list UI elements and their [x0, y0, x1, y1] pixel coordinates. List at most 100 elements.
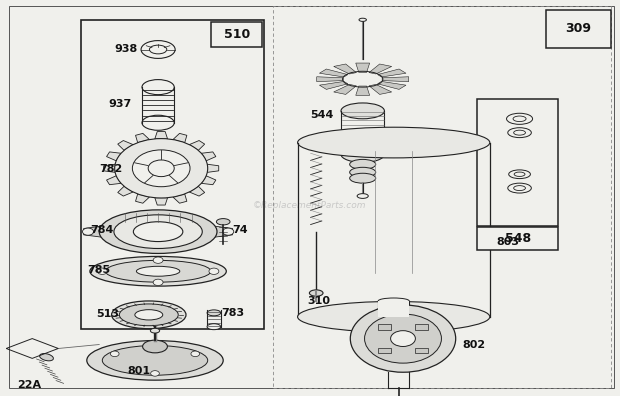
Circle shape: [110, 351, 119, 356]
Polygon shape: [118, 141, 133, 150]
Ellipse shape: [40, 354, 53, 361]
Ellipse shape: [133, 222, 183, 242]
Bar: [378, 348, 391, 353]
Bar: [378, 324, 391, 329]
Polygon shape: [107, 176, 121, 185]
Polygon shape: [104, 164, 115, 172]
Ellipse shape: [87, 341, 223, 380]
Ellipse shape: [99, 210, 217, 253]
Polygon shape: [319, 82, 348, 89]
Ellipse shape: [309, 290, 323, 296]
Text: 22A: 22A: [17, 380, 42, 390]
Text: 803: 803: [496, 236, 519, 247]
Polygon shape: [378, 82, 406, 89]
Polygon shape: [356, 63, 370, 72]
Ellipse shape: [350, 159, 376, 169]
Polygon shape: [319, 69, 348, 77]
Text: 513: 513: [96, 309, 119, 319]
Polygon shape: [136, 133, 149, 143]
Text: 548: 548: [505, 232, 531, 245]
Ellipse shape: [341, 103, 384, 119]
Ellipse shape: [105, 261, 211, 282]
Polygon shape: [173, 133, 187, 143]
Ellipse shape: [359, 18, 366, 21]
Polygon shape: [378, 69, 406, 77]
Bar: [378, 301, 409, 317]
Circle shape: [151, 371, 159, 376]
Text: 510: 510: [224, 29, 250, 41]
Ellipse shape: [378, 298, 409, 304]
Polygon shape: [136, 194, 149, 203]
Polygon shape: [189, 141, 205, 150]
Ellipse shape: [350, 173, 376, 183]
Circle shape: [97, 268, 107, 274]
Text: 544: 544: [310, 110, 334, 120]
Circle shape: [153, 279, 163, 286]
Polygon shape: [118, 186, 133, 196]
Ellipse shape: [298, 127, 490, 158]
Ellipse shape: [143, 340, 167, 353]
Polygon shape: [155, 131, 167, 139]
Text: 783: 783: [221, 308, 244, 318]
Ellipse shape: [90, 257, 226, 286]
Ellipse shape: [142, 115, 174, 130]
Bar: [81, 20, 264, 329]
Polygon shape: [334, 64, 356, 74]
Ellipse shape: [298, 301, 490, 332]
Bar: [477, 227, 558, 250]
Ellipse shape: [150, 328, 160, 333]
Ellipse shape: [112, 301, 186, 329]
Ellipse shape: [207, 324, 221, 329]
Circle shape: [365, 314, 441, 363]
Bar: [415, 348, 428, 353]
Ellipse shape: [350, 167, 376, 177]
Text: 310: 310: [307, 296, 330, 306]
Ellipse shape: [135, 310, 162, 320]
Text: 74: 74: [232, 225, 248, 236]
Ellipse shape: [216, 219, 230, 225]
Bar: [415, 324, 428, 329]
Ellipse shape: [114, 215, 202, 249]
Ellipse shape: [507, 113, 533, 124]
Polygon shape: [155, 198, 167, 205]
Ellipse shape: [508, 128, 531, 137]
Bar: [273, 6, 611, 388]
Ellipse shape: [142, 80, 174, 95]
Polygon shape: [189, 186, 205, 196]
Text: 802: 802: [462, 339, 485, 350]
Polygon shape: [369, 84, 392, 94]
Text: 782: 782: [99, 164, 123, 175]
Ellipse shape: [508, 183, 531, 193]
Polygon shape: [107, 152, 121, 161]
Text: ©ReplacementParts.com: ©ReplacementParts.com: [253, 202, 367, 210]
Text: 801: 801: [127, 366, 150, 376]
Polygon shape: [334, 84, 356, 94]
Ellipse shape: [119, 304, 179, 326]
Text: 309: 309: [565, 22, 591, 35]
Ellipse shape: [513, 130, 525, 135]
Polygon shape: [202, 152, 216, 161]
Ellipse shape: [513, 186, 525, 190]
Circle shape: [133, 150, 190, 187]
Text: 938: 938: [115, 44, 138, 54]
Bar: [546, 10, 611, 48]
Ellipse shape: [136, 266, 180, 276]
Circle shape: [191, 351, 200, 356]
Circle shape: [223, 228, 234, 235]
Polygon shape: [356, 86, 370, 95]
Circle shape: [115, 139, 208, 198]
Circle shape: [350, 305, 456, 372]
Ellipse shape: [508, 170, 530, 179]
Bar: [477, 99, 558, 226]
Ellipse shape: [207, 310, 221, 316]
Text: 937: 937: [108, 99, 131, 109]
Polygon shape: [202, 176, 216, 185]
Circle shape: [391, 331, 415, 346]
Ellipse shape: [357, 194, 368, 198]
Text: 784: 784: [90, 225, 113, 236]
Circle shape: [209, 268, 219, 274]
Ellipse shape: [341, 147, 384, 162]
Ellipse shape: [514, 172, 525, 177]
Bar: [211, 22, 262, 47]
Ellipse shape: [102, 345, 208, 375]
